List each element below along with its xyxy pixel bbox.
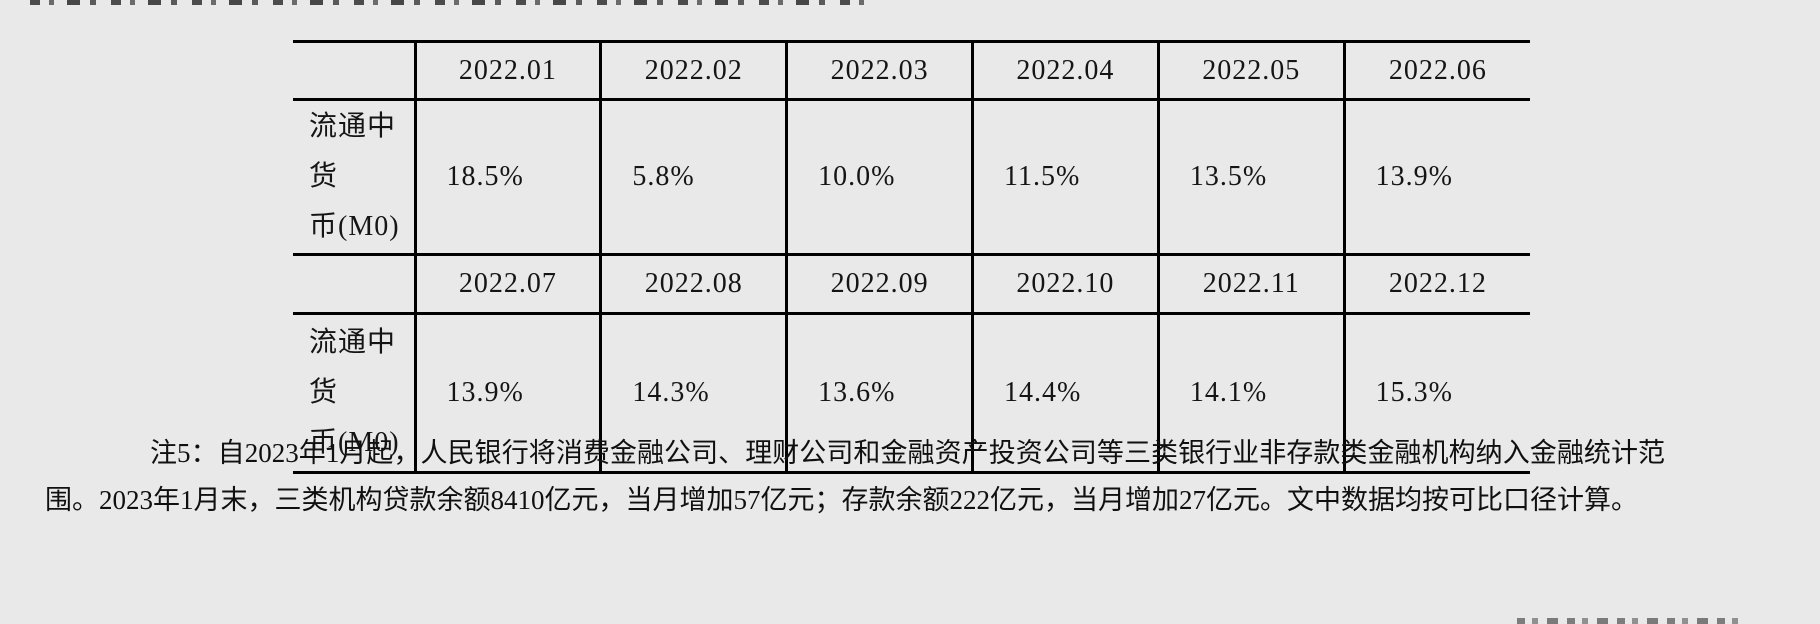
value-cell: 13.5%: [1156, 98, 1346, 256]
value-cell: 14.1%: [1156, 312, 1346, 474]
footnote-note5: 注5：自2023年1月起，人民银行将消费金融公司、理财公司和金融资产投资公司等三…: [45, 438, 1665, 515]
corner-cell: [293, 40, 417, 101]
month-header: 2022.10: [970, 253, 1160, 315]
value-cell: 14.3%: [599, 312, 789, 474]
data-row-h2: 流通中货 币(M0) 13.9% 14.3% 13.6% 14.4% 14.1%…: [293, 312, 1530, 474]
month-header: 2022.04: [970, 40, 1160, 101]
corner-cell: [293, 253, 417, 315]
row-label-line1: 流通中货: [309, 111, 397, 192]
month-header: 2022.08: [599, 253, 789, 315]
value-cell: 10.0%: [785, 98, 974, 256]
m0-growth-table: 2022.01 2022.02 2022.03 2022.04 2022.05 …: [293, 40, 1530, 474]
header-row-1: 2022.01 2022.02 2022.03 2022.04 2022.05 …: [293, 40, 1530, 101]
month-header: 2022.12: [1342, 253, 1530, 315]
value-cell: 14.4%: [970, 312, 1160, 474]
value-cell: 18.5%: [413, 98, 603, 256]
month-header: 2022.03: [785, 40, 974, 101]
value-cell: 13.6%: [785, 312, 974, 474]
row-label-m0: 流通中货 币(M0): [293, 312, 417, 474]
clipped-text-fragment-bottom-right: [1517, 618, 1743, 624]
row-label-m0: 流通中货 币(M0): [293, 98, 417, 256]
month-header: 2022.11: [1156, 253, 1346, 315]
month-header: 2022.07: [413, 253, 603, 315]
month-header: 2022.01: [413, 40, 603, 101]
month-header: 2022.05: [1156, 40, 1346, 101]
value-cell: 13.9%: [413, 312, 603, 474]
row-label-line1: 流通中货: [309, 327, 397, 408]
month-header: 2022.02: [599, 40, 789, 101]
month-header: 2022.06: [1342, 40, 1530, 101]
clipped-text-fragment-top: [30, 0, 875, 5]
data-row-h1: 流通中货 币(M0) 18.5% 5.8% 10.0% 11.5% 13.5% …: [293, 98, 1530, 256]
value-cell: 15.3%: [1342, 312, 1530, 474]
month-header: 2022.09: [785, 253, 974, 315]
row-label-line2: 币(M0): [309, 427, 400, 458]
row-label-line2: 币(M0): [309, 211, 400, 242]
value-cell: 5.8%: [599, 98, 789, 256]
value-cell: 11.5%: [970, 98, 1160, 256]
header-row-2: 2022.07 2022.08 2022.09 2022.10 2022.11 …: [293, 253, 1530, 315]
value-cell: 13.9%: [1342, 98, 1530, 256]
